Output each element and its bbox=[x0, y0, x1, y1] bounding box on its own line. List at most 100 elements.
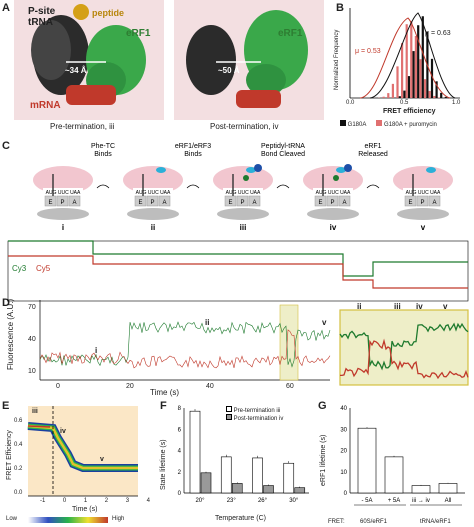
hist-bar-g180a bbox=[421, 16, 424, 98]
legend-pre-termination: Pre-termination iii bbox=[226, 406, 283, 414]
f-category-label: 30° bbox=[289, 498, 299, 504]
f-bar bbox=[263, 485, 274, 494]
inset-label-iii: iii bbox=[394, 302, 401, 311]
hist-bar-g180a bbox=[403, 90, 406, 98]
legend-item-g180a: G180A bbox=[340, 120, 366, 128]
ribosome-site bbox=[326, 195, 339, 207]
g-category-label: All bbox=[445, 498, 452, 504]
ribosome-site bbox=[44, 195, 57, 207]
panel-f-ylabel: State lifetime (s) bbox=[160, 439, 167, 490]
hist-bar-puromycin bbox=[382, 96, 385, 98]
ribosome-site bbox=[134, 195, 147, 207]
step-label-line2: Released bbox=[358, 151, 388, 158]
d-cy3-trace bbox=[39, 321, 331, 368]
cy5-label: Cy5 bbox=[36, 264, 51, 273]
f-ytick: 4 bbox=[178, 449, 182, 455]
panel-d-inset bbox=[339, 309, 469, 386]
hist-bar-puromycin bbox=[405, 24, 408, 98]
step-arrow bbox=[96, 184, 110, 189]
trna-label: tRNA bbox=[28, 17, 53, 28]
peptide-label: peptide bbox=[92, 8, 125, 18]
ribosome-small-subunit bbox=[397, 208, 449, 220]
p-site-trna-label: P-site tRNA bbox=[28, 6, 55, 28]
hist-bar-g180a bbox=[412, 51, 415, 98]
caption-pre-termination: Pre-termination, iii bbox=[50, 122, 115, 131]
ribosome-site bbox=[314, 195, 327, 207]
site-letter: E bbox=[48, 200, 52, 206]
f-category-label: 23° bbox=[227, 498, 237, 504]
f-bar bbox=[220, 456, 232, 494]
g-category-label: + 5A bbox=[388, 498, 401, 504]
erf1-blob bbox=[333, 175, 339, 181]
panel-a-structures bbox=[14, 0, 324, 120]
ribosome-small-subunit bbox=[217, 208, 269, 220]
state-label: iv bbox=[330, 223, 337, 232]
ribosome-large-subunit bbox=[303, 166, 363, 194]
hist-bar-g180a bbox=[417, 25, 420, 99]
codon-text: AUG UUC UAA bbox=[136, 190, 171, 196]
g-bar bbox=[357, 427, 377, 494]
codon-text: AUG UUC UAA bbox=[46, 190, 81, 196]
ribosome-site bbox=[146, 195, 159, 207]
e-ytick-06: 0.6 bbox=[14, 418, 23, 424]
panel-d-trace bbox=[39, 300, 331, 381]
f-bar bbox=[231, 483, 243, 494]
state-label: iii bbox=[240, 223, 247, 232]
step-arrow bbox=[366, 184, 380, 189]
hist-bar-g180a bbox=[440, 92, 443, 98]
caption-post-termination: Post-termination, iv bbox=[210, 122, 279, 131]
d-state-i: i bbox=[95, 346, 98, 355]
e-xticks: -1 0 1 2 3 4 bbox=[40, 498, 150, 504]
inset-cy5-trace bbox=[339, 338, 469, 380]
hist-bar-puromycin bbox=[414, 35, 417, 98]
g-ytick: 40 bbox=[340, 406, 347, 412]
mu-black-label: μ = 0.63 bbox=[425, 30, 451, 37]
colorbar bbox=[28, 517, 108, 523]
g-group-trna: tRNA/eRF1 bbox=[420, 519, 451, 525]
d-ytick-10: 10 bbox=[28, 368, 36, 375]
panel-label-e: E bbox=[2, 400, 10, 412]
hist-bar-puromycin bbox=[419, 59, 422, 98]
ribosome-site bbox=[224, 195, 237, 207]
hist-bar-puromycin bbox=[401, 43, 404, 98]
panel-label-a: A bbox=[2, 2, 10, 14]
panel-f-chart: 8 6 4 2 0 20° 23° 26° 30° bbox=[178, 406, 309, 504]
d-cy5-trace bbox=[39, 329, 331, 369]
distance-left: ~34 Å bbox=[65, 66, 87, 75]
g-category-label: - 5A bbox=[361, 498, 372, 504]
f-bar bbox=[283, 462, 295, 494]
distance-right: ~50 Å bbox=[218, 66, 240, 75]
site-letter: A bbox=[162, 200, 166, 206]
hist-bar-g180a bbox=[407, 76, 411, 98]
tc-blob bbox=[426, 167, 436, 173]
step-label-line1: Peptidyl-tRNA bbox=[261, 143, 305, 150]
erf1-blob bbox=[243, 175, 249, 181]
f-ytick: 8 bbox=[178, 406, 182, 412]
site-letter: A bbox=[72, 200, 76, 206]
g-fret-label: FRET: bbox=[328, 519, 345, 525]
hist-bar-g180a bbox=[444, 96, 447, 98]
panel-b-legend: G180A G180A + puromycin bbox=[340, 120, 437, 128]
inset-label-iv: iv bbox=[416, 302, 423, 311]
g-ytick: 20 bbox=[340, 449, 347, 455]
tc-blob bbox=[156, 167, 166, 173]
codon-text: AUG UUC UAA bbox=[226, 190, 261, 196]
ribosome-site bbox=[248, 195, 261, 207]
e-state-iii: iii bbox=[32, 408, 38, 415]
panel-d-xlabel: Time (s) bbox=[150, 388, 180, 397]
mrna-label: mRNA bbox=[30, 100, 61, 111]
e-state-v: v bbox=[100, 456, 104, 463]
ribosome-site bbox=[158, 195, 171, 207]
panel-label-d: D bbox=[2, 297, 10, 309]
ribosome-site bbox=[416, 195, 429, 207]
g-bar bbox=[411, 485, 431, 494]
d-xtick-40: 40 bbox=[206, 383, 214, 390]
d-xtick-60: 60 bbox=[286, 383, 294, 390]
state-label: v bbox=[421, 223, 426, 232]
trace-frame bbox=[7, 240, 469, 302]
f-bar bbox=[200, 472, 212, 494]
f-category-label: 20° bbox=[195, 498, 205, 504]
g-ytick: 30 bbox=[340, 427, 347, 433]
e-state-iv: iv bbox=[60, 428, 66, 435]
step-label-line2: Binds bbox=[184, 151, 202, 158]
